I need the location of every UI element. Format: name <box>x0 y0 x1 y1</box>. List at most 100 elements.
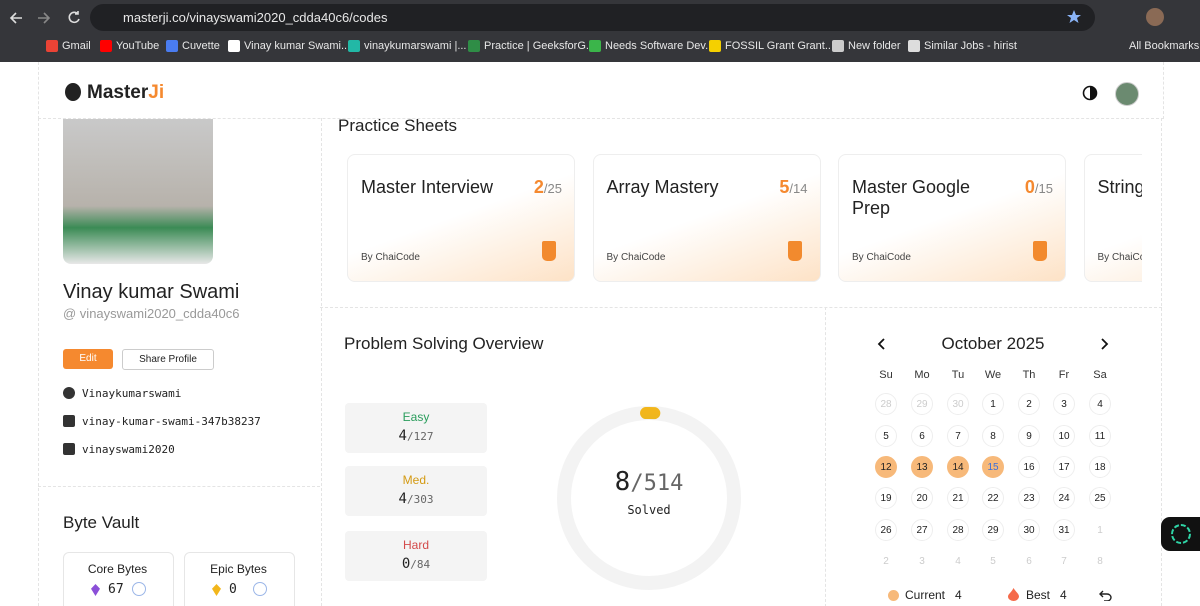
bookmark[interactable]: Practice | GeeksforG... <box>484 40 596 52</box>
weekday: Tu <box>951 369 965 381</box>
sheet-card[interactable]: Array Mastery 5/14 By ChaiCode <box>592 154 821 282</box>
solved-count: 5 <box>779 177 790 197</box>
calendar-day[interactable]: 1 <box>1097 524 1103 536</box>
calendar-day[interactable]: 29 <box>911 393 933 415</box>
calendar-day[interactable]: 16 <box>1018 456 1040 478</box>
vault-card <box>63 552 174 606</box>
calendar-day[interactable]: 19 <box>875 487 897 509</box>
calendar-day[interactable]: 2 <box>1018 393 1040 415</box>
calendar-day[interactable]: 31 <box>1053 519 1075 541</box>
profile-link[interactable]: Vinaykumarswami <box>82 387 182 400</box>
calendar-day[interactable]: 3 <box>1053 393 1075 415</box>
button-label: Share Profile <box>139 354 197 365</box>
link-icon <box>63 443 75 455</box>
bookmark[interactable]: FOSSIL Grant Grant... <box>725 40 835 52</box>
calendar-day[interactable]: 15 <box>982 456 1004 478</box>
calendar-day[interactable]: 6 <box>1026 555 1032 567</box>
calendar-day[interactable]: 28 <box>947 519 969 541</box>
profile-link[interactable]: vinay-kumar-swami-347b38237 <box>82 415 261 428</box>
calendar-day[interactable]: 23 <box>1018 487 1040 509</box>
sheet-card[interactable]: Master Google Prep 0/15 By ChaiCode <box>838 154 1066 282</box>
vault-value: 0 <box>229 582 237 597</box>
star-icon[interactable] <box>1066 9 1082 25</box>
calendar-day[interactable]: 10 <box>1053 425 1075 447</box>
total-count: 303 <box>413 493 434 506</box>
info-button[interactable] <box>253 582 267 596</box>
link-icon <box>63 415 75 427</box>
calendar-day[interactable]: 21 <box>947 487 969 509</box>
bookmark[interactable]: New folder <box>848 40 901 52</box>
bookmark[interactable]: YouTube <box>116 40 160 52</box>
calendar-day[interactable]: 7 <box>947 425 969 447</box>
calendar-day[interactable]: 6 <box>911 425 933 447</box>
profile-link[interactable]: vinayswami2020 <box>82 443 175 456</box>
calendar-day[interactable]: 30 <box>1018 519 1040 541</box>
bookmark[interactable]: Gmail <box>62 40 91 52</box>
calendar-day[interactable]: 14 <box>947 456 969 478</box>
weekday: Sa <box>1093 369 1107 381</box>
calendar-day[interactable]: 8 <box>982 425 1004 447</box>
cup-icon <box>1033 241 1047 261</box>
calendar-day[interactable]: 26 <box>875 519 897 541</box>
weekday: Fr <box>1058 369 1070 381</box>
bookmark[interactable]: Needs Software Dev... <box>605 40 715 52</box>
calendar-day[interactable]: 5 <box>875 425 897 447</box>
calendar-day[interactable]: 4 <box>955 555 961 567</box>
calendar-month: October 2025 <box>941 334 1045 353</box>
calendar-day[interactable]: 9 <box>1018 425 1040 447</box>
info-button[interactable] <box>132 582 146 596</box>
calendar-day[interactable]: 1 <box>982 393 1004 415</box>
reset-icon[interactable] <box>1099 589 1112 601</box>
bookmark-icon <box>228 40 240 52</box>
current-dot <box>888 590 899 601</box>
calendar-day[interactable]: 30 <box>947 393 969 415</box>
calendar-day[interactable]: 3 <box>919 555 925 567</box>
solved-count: 4 <box>398 491 407 507</box>
nav-buttons[interactable] <box>8 8 88 28</box>
calendar-day[interactable]: 28 <box>875 393 897 415</box>
calendar-day[interactable]: 27 <box>911 519 933 541</box>
calendar-day[interactable]: 25 <box>1089 487 1111 509</box>
theme-toggle[interactable] <box>1082 85 1098 101</box>
total-count: 15 <box>1038 181 1053 196</box>
calendar-day[interactable]: 20 <box>911 487 933 509</box>
logo-icon <box>65 83 81 101</box>
calendar-day[interactable]: 24 <box>1053 487 1075 509</box>
divider <box>825 307 826 606</box>
sheet-title: Master Google Prep <box>852 177 971 218</box>
calendar-day[interactable]: 4 <box>1089 393 1111 415</box>
assistant-button[interactable] <box>1161 517 1200 551</box>
weekday: Mo <box>914 369 930 381</box>
gem-icon <box>212 584 221 596</box>
calendar-day[interactable]: 11 <box>1089 425 1111 447</box>
bookmark[interactable]: Similar Jobs - hirist <box>924 40 1017 52</box>
solved-count: 8 <box>614 467 631 497</box>
calendar-day[interactable]: 22 <box>982 487 1004 509</box>
calendar-day[interactable]: 8 <box>1097 555 1103 567</box>
user-avatar[interactable] <box>1115 82 1139 106</box>
difficulty-box <box>345 466 487 516</box>
calendar-day[interactable]: 29 <box>982 519 1004 541</box>
sheet-list: Master Interview 2/25 By ChaiCode Array Mas… <box>340 150 1142 290</box>
url: masterji.co/vinayswami2020_cdda40c6/code… <box>123 10 388 25</box>
sheet-card[interactable]: String By ChaiCode <box>1083 154 1142 282</box>
calendar-day[interactable]: 12 <box>875 456 897 478</box>
bookmark[interactable]: Vinay kumar Swami... <box>244 40 351 52</box>
bookmark[interactable]: Cuvette <box>182 40 220 52</box>
assistant-icon <box>1171 524 1191 544</box>
calendar-day[interactable]: 2 <box>883 555 889 567</box>
browser-avatar[interactable] <box>1146 8 1164 26</box>
calendar-day[interactable]: 13 <box>911 456 933 478</box>
edit-button[interactable]: Edit <box>63 349 113 369</box>
calendar-day[interactable]: 7 <box>1061 555 1067 567</box>
sheet-card[interactable]: Master Interview 2/25 By ChaiCode <box>347 154 575 282</box>
calendar-day[interactable]: 18 <box>1089 456 1111 478</box>
bookmark[interactable]: All Bookmarks <box>1129 40 1200 52</box>
legend-value: 4 <box>1060 588 1067 602</box>
bookmark[interactable]: vinaykumarswami |... <box>364 40 467 52</box>
calendar-day[interactable]: 17 <box>1053 456 1075 478</box>
calendar-nav[interactable] <box>876 337 1116 351</box>
share-button[interactable]: Share Profile <box>122 349 214 370</box>
address-bar[interactable] <box>90 4 1095 31</box>
calendar-day[interactable]: 5 <box>990 555 996 567</box>
